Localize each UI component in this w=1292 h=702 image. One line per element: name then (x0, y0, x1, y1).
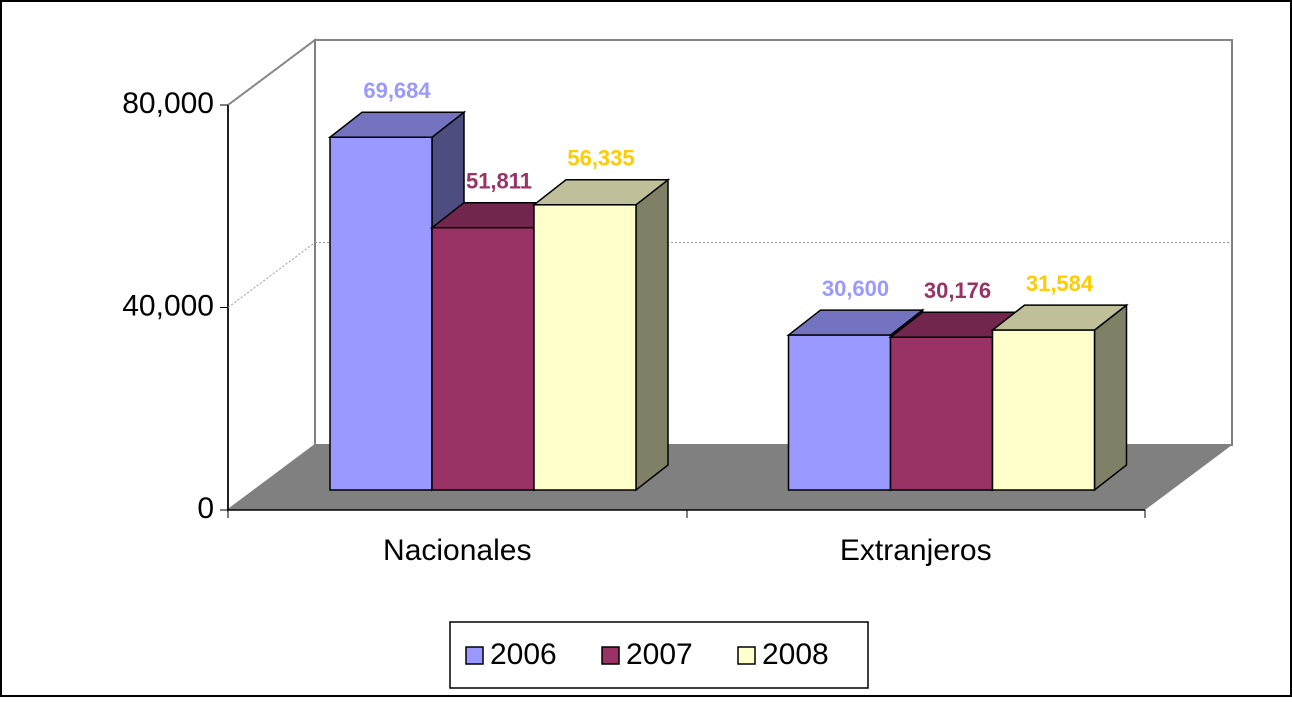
x-tick-label: Extranjeros (840, 534, 992, 567)
data-label: 30,600 (822, 276, 889, 301)
x-tick-label: Nacionales (383, 534, 531, 567)
bar (533, 204, 637, 491)
y-tick-label: 40,000 (122, 289, 214, 322)
y-tick-label: 0 (197, 492, 214, 525)
legend-swatch (737, 646, 756, 665)
bar-side (1093, 303, 1128, 492)
data-label: 51,811 (466, 169, 532, 194)
legend-label: 2007 (626, 638, 693, 671)
bar (431, 226, 535, 491)
data-label: 30,176 (924, 278, 991, 303)
data-label: 31,584 (1026, 271, 1094, 296)
legend-label: 2006 (490, 638, 557, 671)
y-tick-label: 80,000 (122, 87, 214, 120)
legend-swatch (465, 646, 484, 665)
side-wall (227, 38, 316, 512)
data-label: 56,335 (567, 146, 634, 171)
legend-swatch (601, 646, 620, 665)
data-label: 69,684 (363, 78, 431, 103)
bar (329, 136, 433, 491)
legend (449, 621, 869, 689)
legend-label: 2008 (762, 638, 829, 671)
bar-side (635, 178, 669, 492)
bar (889, 336, 994, 491)
bar (787, 334, 892, 491)
bar (991, 329, 1096, 491)
